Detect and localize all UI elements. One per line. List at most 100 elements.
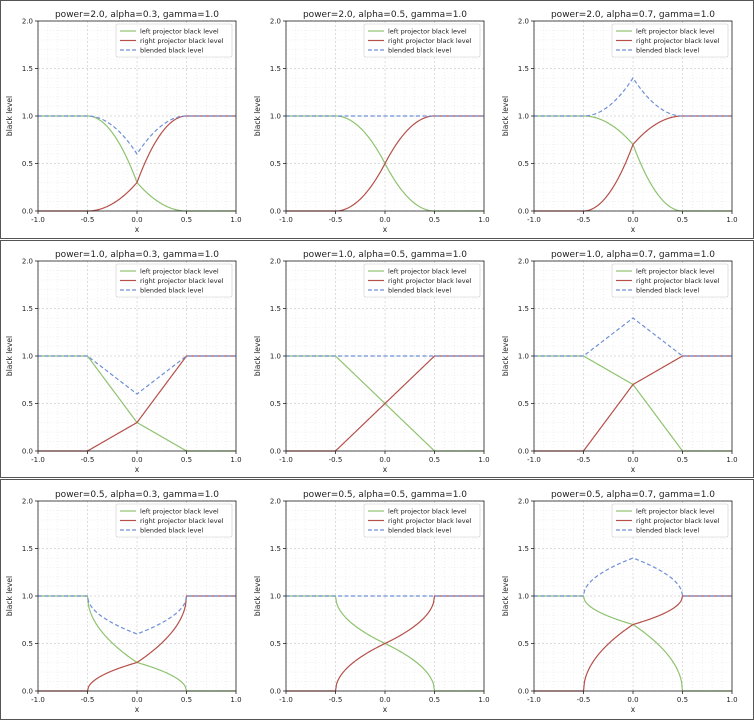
y-tick-label: 0.0 — [22, 688, 33, 696]
series-line-blended — [38, 355, 236, 395]
panel-title: power=0.5, alpha=0.3, gamma=1.0 — [55, 490, 219, 500]
panel-title: power=2.0, alpha=0.5, gamma=1.0 — [303, 10, 467, 20]
y-tick-label: 0.0 — [270, 448, 281, 456]
y-tick-label: 0.5 — [22, 160, 33, 168]
y-tick-label: 0.0 — [518, 448, 529, 456]
legend-label-2: right projector black level — [388, 517, 472, 525]
x-tick-label: 1.0 — [230, 456, 241, 464]
y-axis-label: black level — [5, 336, 14, 376]
y-tick-label: 1.0 — [518, 113, 529, 121]
y-tick-label: 1.5 — [270, 65, 281, 73]
y-tick-label: 0.5 — [22, 400, 33, 408]
y-tick-label: 1.0 — [518, 353, 529, 361]
y-tick-label: 1.0 — [22, 593, 33, 601]
y-tick-label: 2.0 — [518, 498, 529, 506]
x-tick-label: -1.0 — [279, 696, 293, 704]
x-tick-label: 0.5 — [429, 216, 440, 224]
legend-label-3: blended black level — [388, 527, 451, 535]
y-tick-label: 1.0 — [270, 353, 281, 361]
legend-label-3: blended black level — [388, 287, 451, 295]
x-tick-label: 0.5 — [181, 456, 192, 464]
chart-panel-3: -1.0 -0.5 0.0 0.5 1.0 0.0 0.5 1.0 1.5 2.0 x black l… — [501, 10, 738, 234]
legend-box — [115, 23, 233, 58]
y-axis-label: black level — [5, 576, 14, 616]
x-tick-label: -1.0 — [279, 216, 293, 224]
x-tick-label: -0.5 — [329, 456, 343, 464]
legend-box — [363, 503, 481, 538]
x-tick-label: 1.0 — [478, 456, 489, 464]
legend-label-3: blended black level — [140, 287, 203, 295]
legend-label-3: blended black level — [140, 47, 203, 55]
y-tick-label: 2.0 — [22, 498, 33, 506]
x-tick-label: -0.5 — [577, 696, 591, 704]
chart-panel-6: -1.0 -0.5 0.0 0.5 1.0 0.0 0.5 1.0 1.5 2.0 x black l… — [501, 250, 738, 474]
x-axis-label: x — [383, 225, 388, 234]
y-tick-label: 1.5 — [518, 545, 529, 553]
legend-label-3: blended black level — [140, 527, 203, 535]
legend-label-2: right projector black level — [636, 517, 720, 525]
legend-label-3: blended black level — [636, 47, 699, 55]
legend-label-1: left projector black level — [636, 28, 715, 36]
x-tick-label: -1.0 — [527, 216, 541, 224]
y-tick-label: 0.5 — [270, 160, 281, 168]
y-axis-label: black level — [253, 96, 262, 136]
legend-label-3: blended black level — [636, 527, 699, 535]
x-tick-label: 1.0 — [230, 696, 241, 704]
y-tick-label: 0.5 — [22, 640, 33, 648]
x-tick-label: -1.0 — [527, 456, 541, 464]
y-tick-label: 1.0 — [22, 113, 33, 121]
legend-box — [611, 23, 729, 58]
chart-panel-5: -1.0 -0.5 0.0 0.5 1.0 0.0 0.5 1.0 1.5 2.0 x black l… — [253, 250, 490, 474]
x-axis-label: x — [383, 705, 388, 714]
y-axis-label: black level — [253, 336, 262, 376]
y-tick-label: 1.5 — [22, 545, 33, 553]
x-tick-label: 0.0 — [379, 696, 390, 704]
legend-label-1: left projector black level — [636, 268, 715, 276]
series-line-blended — [534, 317, 732, 357]
panel-title: power=2.0, alpha=0.3, gamma=1.0 — [55, 10, 219, 20]
legend-box — [115, 263, 233, 298]
x-axis-label: x — [631, 705, 636, 714]
legend-label-2: right projector black level — [388, 277, 472, 285]
x-tick-label: 0.0 — [131, 216, 142, 224]
y-tick-label: 0.0 — [22, 208, 33, 216]
chart-panel-1: -1.0 -0.5 0.0 0.5 1.0 0.0 0.5 1.0 1.5 2.0 x black l… — [5, 10, 242, 234]
y-tick-label: 0.5 — [270, 400, 281, 408]
y-tick-label: 0.5 — [270, 640, 281, 648]
y-tick-label: 0.0 — [270, 208, 281, 216]
y-tick-label: 1.5 — [22, 305, 33, 313]
x-tick-label: 0.5 — [429, 696, 440, 704]
chart-panel-9: -1.0 -0.5 0.0 0.5 1.0 0.0 0.5 1.0 1.5 2.0 x black l… — [501, 490, 738, 714]
y-tick-label: 1.0 — [518, 593, 529, 601]
y-tick-label: 2.0 — [270, 258, 281, 266]
x-tick-label: 0.5 — [677, 696, 688, 704]
x-tick-label: -0.5 — [81, 216, 95, 224]
y-tick-label: 1.5 — [22, 65, 33, 73]
legend-label-3: blended black level — [636, 287, 699, 295]
y-axis-label: black level — [253, 576, 262, 616]
x-axis-label: x — [135, 225, 140, 234]
y-tick-label: 0.5 — [518, 160, 529, 168]
x-tick-label: -0.5 — [81, 456, 95, 464]
x-tick-label: 0.0 — [379, 456, 390, 464]
y-tick-label: 2.0 — [270, 18, 281, 26]
x-tick-label: -0.5 — [329, 216, 343, 224]
y-tick-label: 1.5 — [270, 305, 281, 313]
legend-label-1: left projector black level — [388, 268, 467, 276]
x-tick-label: -1.0 — [527, 696, 541, 704]
legend-label-1: left projector black level — [388, 508, 467, 516]
x-tick-label: -1.0 — [31, 216, 45, 224]
series-line-blended — [534, 76, 732, 117]
x-tick-label: 0.5 — [677, 216, 688, 224]
legend-label-3: blended black level — [388, 47, 451, 55]
x-tick-label: 1.0 — [726, 696, 737, 704]
y-tick-label: 1.5 — [270, 545, 281, 553]
series-line-blended — [38, 115, 236, 156]
x-tick-label: 0.0 — [627, 456, 638, 464]
